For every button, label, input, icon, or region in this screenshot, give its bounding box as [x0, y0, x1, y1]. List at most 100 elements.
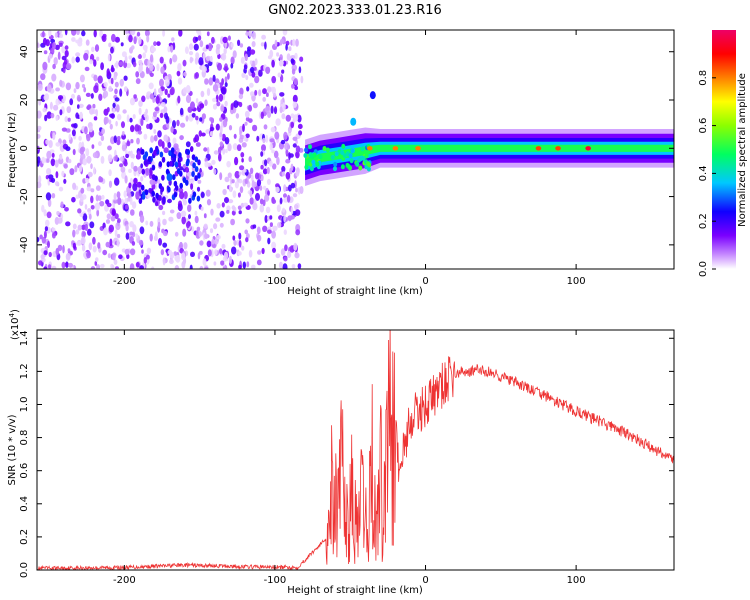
noise-blob: [93, 116, 98, 121]
noise-blob: [283, 184, 287, 193]
noise-blob: [185, 85, 191, 94]
noise-blob: [98, 93, 103, 102]
noise-blob: [143, 133, 148, 140]
noise-blob: [88, 213, 92, 220]
noise-blob: [66, 106, 72, 114]
noise-blob: [264, 105, 271, 114]
noise-blob: [165, 115, 170, 124]
noise-blob: [294, 203, 298, 211]
noise-blob: [162, 257, 166, 266]
snr-frame: [36, 329, 675, 571]
noise-blob: [224, 137, 230, 145]
noise-blob: [83, 87, 87, 93]
noise-blob: [92, 236, 96, 245]
noise-cluster-blob: [178, 152, 182, 159]
noise-blob: [285, 44, 288, 51]
noise-blob: [204, 157, 208, 163]
noise-blob: [149, 72, 154, 78]
noise-blob: [273, 106, 278, 115]
noise-blob: [153, 129, 157, 134]
noise-blob: [114, 97, 120, 102]
noise-blob: [129, 263, 135, 269]
noise-blob: [157, 139, 163, 147]
noise-blob: [139, 265, 144, 269]
noise-blob: [77, 224, 82, 231]
noise-blob: [101, 128, 105, 135]
noise-blob: [252, 102, 258, 109]
noise-blob: [37, 110, 42, 119]
noise-blob: [37, 156, 41, 164]
noise-blob: [71, 129, 76, 137]
noise-blob: [109, 238, 113, 247]
noise-blob: [98, 141, 102, 147]
noise-blob: [194, 210, 198, 216]
noise-blob: [235, 113, 240, 119]
colorbar-ticks: 0.0 0.2 0.4 0.6 0.8: [698, 70, 716, 277]
noise-blob: [238, 101, 243, 108]
noise-cluster-blob: [185, 160, 190, 167]
noise-blob: [295, 170, 300, 177]
noise-blob: [227, 73, 230, 80]
noise-blob: [200, 171, 204, 178]
noise-blob: [226, 209, 230, 214]
noise-blob: [84, 204, 88, 210]
noise-blob: [42, 61, 48, 71]
noise-blob: [45, 192, 52, 201]
noise-blob: [208, 77, 214, 86]
noise-blob: [223, 251, 229, 260]
noise-blob: [278, 59, 284, 67]
noise-blob: [41, 236, 46, 244]
noise-cluster-blob: [191, 171, 195, 177]
noise-blob: [281, 69, 285, 74]
noise-blob: [190, 183, 194, 190]
noise-blob: [100, 155, 105, 164]
noise-blob: [51, 227, 56, 232]
noise-blob: [38, 99, 42, 106]
noise-blob: [106, 213, 112, 220]
noise-blob: [209, 56, 213, 62]
noise-blob: [97, 195, 102, 202]
noise-blob: [284, 142, 290, 151]
noise-blob: [145, 220, 149, 226]
noise-blob: [139, 226, 145, 235]
noise-blob: [209, 117, 213, 122]
noise-blob: [191, 112, 196, 118]
noise-blob: [137, 130, 143, 135]
noise-blob: [240, 152, 245, 158]
noise-blob: [102, 90, 109, 98]
noise-blob: [130, 150, 133, 159]
noise-blob: [291, 264, 296, 269]
noise-blob: [54, 44, 60, 50]
noise-blob: [211, 36, 215, 44]
noise-blob: [81, 84, 86, 88]
noise-blob: [123, 160, 128, 167]
noise-blob: [90, 188, 95, 193]
noise-blob: [249, 60, 253, 65]
noise-blob: [146, 123, 150, 129]
noise-blob: [221, 202, 225, 208]
noise-blob: [48, 264, 52, 269]
noise-cluster-blob: [162, 198, 166, 205]
noise-blob: [252, 224, 257, 229]
noise-blob: [114, 62, 119, 68]
noise-blob: [89, 59, 94, 65]
noise-blob: [184, 166, 190, 173]
noise-blob: [267, 111, 272, 118]
noise-blob: [129, 117, 133, 123]
noise-blob: [258, 89, 262, 97]
noise-blob: [75, 81, 80, 90]
noise-cluster-blob: [152, 196, 156, 203]
noise-blob: [150, 135, 155, 143]
noise-blob: [213, 168, 217, 175]
noise-blob: [80, 153, 86, 160]
noise-blob: [297, 263, 302, 269]
noise-blob: [97, 75, 103, 84]
noise-blob: [245, 237, 249, 243]
noise-blob: [43, 266, 48, 269]
noise-blob: [132, 61, 137, 68]
noise-blob: [80, 187, 85, 194]
noise-blob: [202, 258, 207, 266]
noise-blob: [149, 169, 153, 177]
noise-blob: [297, 123, 303, 130]
colorbar: 0.0 0.2 0.4 0.6 0.8 Normalized spectral ampl…: [698, 30, 748, 277]
